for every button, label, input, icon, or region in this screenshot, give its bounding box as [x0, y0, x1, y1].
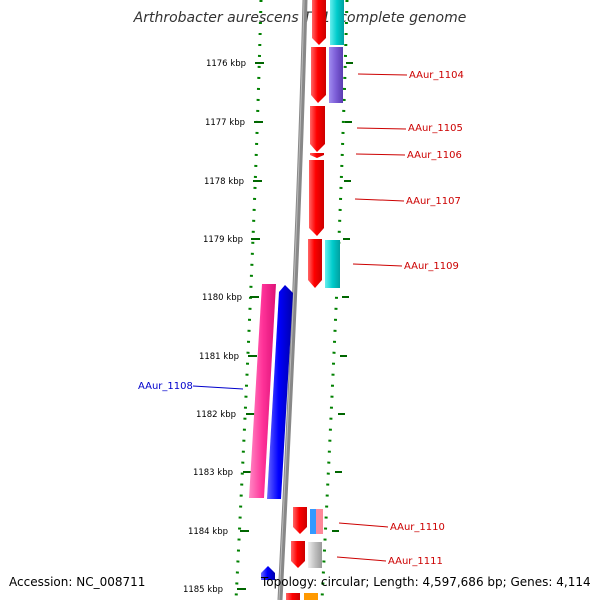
leader-line-aaur-1109 — [352, 263, 403, 267]
leader-line-aaur-1105 — [356, 127, 407, 130]
tick-label: 1185 kbp — [183, 585, 223, 595]
leader-line-aaur-1110 — [338, 522, 389, 528]
cog-block-cyan-top[interactable] — [330, 0, 344, 45]
cog-block-purple-aaur-1104[interactable] — [329, 47, 343, 103]
cog-block-orange-bottom[interactable] — [304, 593, 318, 600]
genome-summary-text: Topology: circular; Length: 4,597,686 bp… — [261, 575, 591, 589]
label-leader-lines — [192, 73, 408, 562]
tick-label: 1182 kbp — [196, 410, 236, 420]
tick-labels: 1176 kbp 1177 kbp 1178 kbp 1179 kbp 1180… — [183, 59, 246, 595]
gene-label-aaur-1104[interactable]: AAur_1104 — [409, 70, 464, 81]
gene-label-aaur-1111[interactable]: AAur_1111 — [388, 556, 443, 567]
tick-marks — [237, 62, 353, 590]
gene-label-aaur-1105[interactable]: AAur_1105 — [408, 123, 463, 134]
tick-label: 1177 kbp — [205, 118, 245, 128]
gene-arrow-aaur-1109[interactable] — [308, 239, 322, 288]
tick-label: 1176 kbp — [206, 59, 246, 69]
leader-line-aaur-1108 — [192, 385, 244, 390]
gene-arrow-aaur-1105[interactable] — [310, 106, 325, 152]
gene-label-aaur-1107[interactable]: AAur_1107 — [406, 196, 461, 207]
gene-label-aaur-1108[interactable]: AAur_1108 — [138, 381, 193, 392]
cog-block-blue-aaur-1110[interactable] — [310, 509, 316, 534]
tick-label: 1181 kbp — [199, 352, 239, 362]
gene-arrow-bottom-reverse[interactable] — [261, 566, 275, 580]
cog-block-pink-aaur-1108[interactable] — [249, 284, 276, 498]
cog-block-gray-aaur-1111[interactable] — [308, 542, 322, 568]
gene-arrow-top-partial[interactable] — [312, 0, 326, 45]
gene-label-aaur-1106[interactable]: AAur_1106 — [407, 150, 462, 161]
gene-arrow-aaur-1107[interactable] — [309, 160, 324, 236]
gene-arrow-aaur-1110[interactable] — [293, 507, 307, 534]
cog-block-pink-aaur-1110[interactable] — [316, 509, 323, 534]
gene-arrow-aaur-1108[interactable] — [267, 285, 293, 499]
leader-line-aaur-1104 — [357, 73, 408, 76]
tick-label: 1183 kbp — [193, 468, 233, 478]
leader-line-aaur-1107 — [354, 198, 405, 202]
map-title: Arthrobacter aurescens TC1, complete gen… — [133, 10, 467, 26]
tick-label: 1178 kbp — [204, 177, 244, 187]
genome-backbone-highlight — [278, 0, 305, 600]
reverse-genes — [249, 284, 293, 580]
gene-arrow-bottom-partial[interactable] — [286, 593, 300, 600]
gene-arrow-aaur-1111[interactable] — [291, 541, 305, 568]
accession-text: Accession: NC_008711 — [9, 575, 146, 589]
leader-line-aaur-1106 — [355, 153, 406, 156]
gene-arrow-aaur-1104[interactable] — [311, 47, 326, 103]
tick-label: 1179 kbp — [203, 235, 243, 245]
tick-label: 1180 kbp — [202, 293, 242, 303]
gene-labels: AAur_1104 AAur_1105 AAur_1106 AAur_1107 … — [138, 70, 464, 567]
gene-label-aaur-1110[interactable]: AAur_1110 — [390, 522, 445, 533]
forward-genes — [286, 0, 344, 600]
cog-block-cyan-aaur-1109[interactable] — [325, 240, 340, 288]
genome-backbone — [277, 0, 308, 600]
gene-label-aaur-1109[interactable]: AAur_1109 — [404, 261, 459, 272]
tick-label: 1184 kbp — [188, 527, 228, 537]
gene-arrow-aaur-1106[interactable] — [310, 153, 324, 158]
leader-line-aaur-1111 — [336, 556, 387, 562]
